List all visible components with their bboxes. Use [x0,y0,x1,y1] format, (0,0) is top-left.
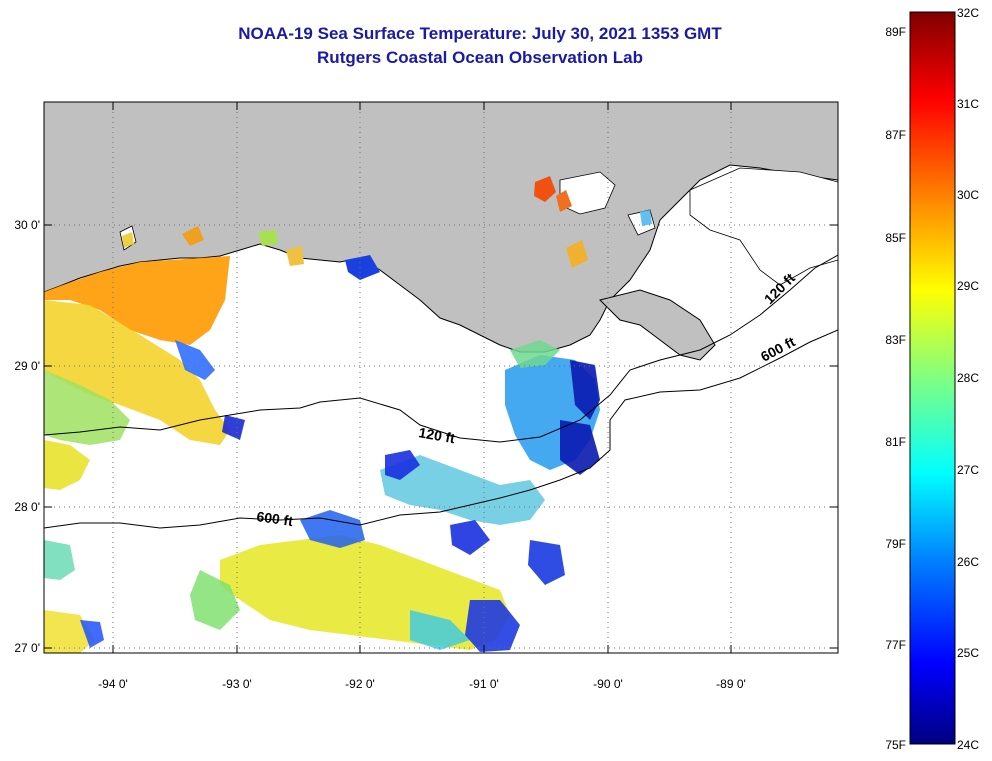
colorbar-f-labels: 89F 87F 85F 83F 81F 79F 77F 75F [885,25,906,752]
inland-sound [689,167,838,286]
map-border [43,101,839,654]
fahrenheit-label: 79F [885,537,906,551]
lon-label: -93 0' [222,677,252,691]
colorbar-c-labels: 32C 31C 30C 29C 28C 27C 26C 25C 24C [957,6,979,752]
celsius-label: 27C [957,463,979,477]
celsius-label: 28C [957,371,979,385]
contour-600ft [44,329,838,529]
fahrenheit-label: 75F [885,738,906,752]
temperature-colorbar [909,11,956,745]
lat-label: 29 0' [14,359,40,373]
lon-label: -94 0' [98,677,128,691]
celsius-label: 24C [957,738,979,752]
fahrenheit-label: 89F [885,25,906,39]
celsius-label: 25C [957,646,979,660]
lon-label: -90 0' [593,677,623,691]
delta-lobe [599,289,716,361]
fahrenheit-label: 85F [885,231,906,245]
contour-120ft [44,254,838,443]
fahrenheit-label: 77F [885,638,906,652]
graticule [44,102,838,653]
celsius-label: 29C [957,279,979,293]
land-mass [44,102,838,353]
celsius-label: 31C [957,97,979,111]
lon-labels: -94 0' -93 0' -92 0' -91 0' -90 0' -89 0… [98,677,746,691]
lat-label: 27 0' [14,641,40,655]
sst-pixels [44,176,652,653]
celsius-label: 26C [957,555,979,569]
map-title: NOAA-19 Sea Surface Temperature: July 30… [238,24,722,43]
fahrenheit-label: 83F [885,333,906,347]
lon-label: -91 0' [469,677,499,691]
lat-label: 30 0' [14,218,40,232]
lon-label: -92 0' [345,677,375,691]
contour-label: 600 ft [256,508,295,529]
lat-labels: 30 0' 29 0' 28 0' 27 0' [14,218,40,655]
contour-label: 120 ft [417,424,456,446]
axis-ticks [44,102,838,653]
fahrenheit-label: 87F [885,128,906,142]
celsius-label: 30C [957,188,979,202]
celsius-label: 32C [957,6,979,20]
fahrenheit-label: 81F [885,435,906,449]
map-subtitle: Rutgers Coastal Ocean Observation Lab [317,48,643,67]
lon-label: -89 0' [716,677,746,691]
lat-label: 28 0' [14,500,40,514]
